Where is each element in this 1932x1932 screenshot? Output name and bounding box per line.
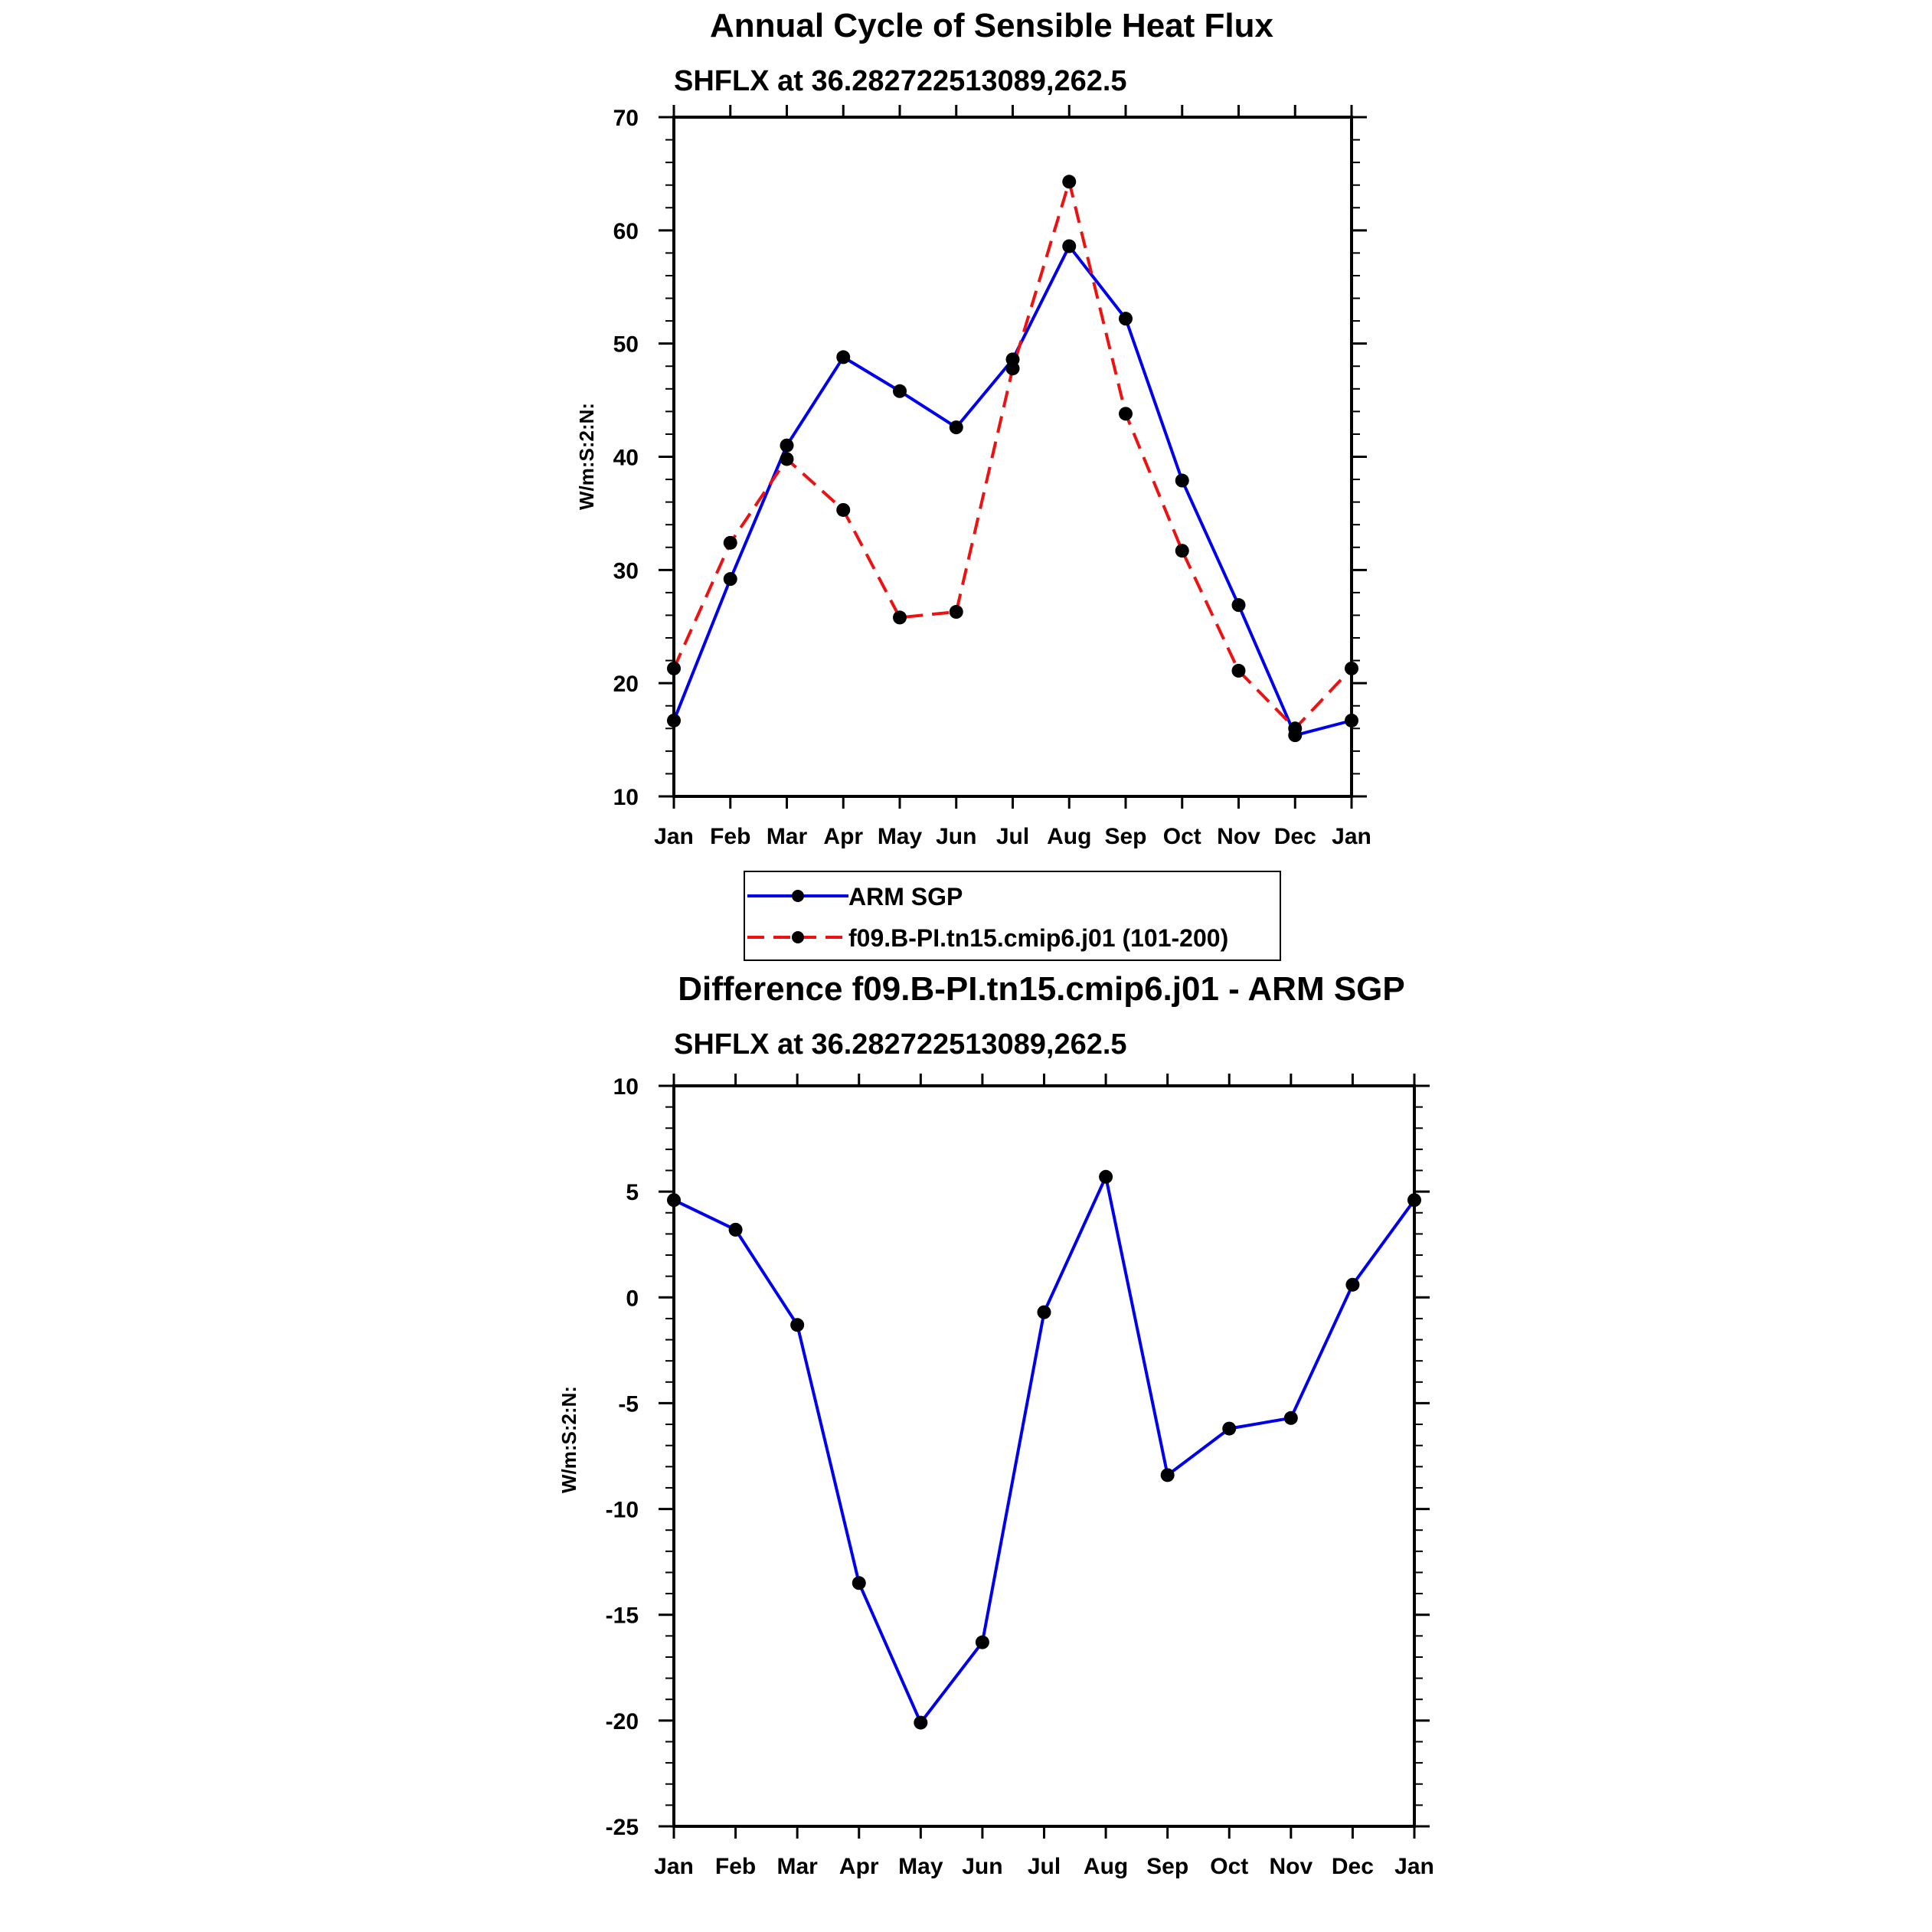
chart2-y-tick-label: 0	[626, 1286, 639, 1311]
chart2-subtitle: SHFLX at 36.282722513089,262.5	[674, 1028, 1127, 1061]
chart1-ticks: Jan Feb Mar Apr May Jun Jul Aug Sep Oct Nov Dec Jan 1…	[613, 105, 1371, 849]
chart1-x-tick-label: Mar	[767, 824, 808, 849]
chart1-x-tick-label: Jul	[996, 824, 1029, 849]
chart2-x-tick-label: Sep	[1146, 1854, 1188, 1879]
chart2-series-1-point	[914, 1715, 928, 1730]
legend-arm-sgp-marker	[792, 890, 804, 902]
chart2-x-tick-label: Dec	[1332, 1854, 1374, 1879]
chart1-series-1-point	[949, 420, 963, 435]
chart1-series-2-point	[1005, 361, 1020, 376]
legend-model-marker	[792, 931, 804, 943]
chart1-series-2-point	[1288, 721, 1303, 736]
chart1-series-2-point	[723, 535, 737, 550]
legend-arm-sgp-label: ARM SGP	[848, 883, 963, 910]
chart2-y-tick-label: -10	[606, 1498, 639, 1523]
chart2-x-tick-label: Aug	[1084, 1854, 1128, 1879]
chart1-x-tick-label: Aug	[1047, 824, 1091, 849]
chart1-series-2-point	[1175, 544, 1189, 558]
chart2-x-tick-label: Nov	[1269, 1854, 1313, 1879]
chart1-plot-frame	[672, 116, 1353, 798]
chart2-x-tick-label: Apr	[839, 1854, 879, 1879]
chart2-y-tick-label: 5	[626, 1180, 639, 1205]
chart1-series-2-point	[836, 502, 851, 517]
chart2-series-1-point	[1283, 1411, 1298, 1425]
chart1-y-tick-label: 10	[613, 785, 639, 810]
legend-model-label: f09.B-PI.tn15.cmip6.j01 (101-200)	[848, 924, 1228, 952]
chart1-y-tick-label: 70	[613, 106, 639, 131]
chart2-series-1-point	[975, 1635, 989, 1649]
chart1-x-tick-label: Jan	[654, 824, 694, 849]
chart1-series-group	[667, 175, 1358, 743]
chart1-x-tick-label: May	[878, 824, 923, 849]
chart2-x-tick-label: Feb	[715, 1854, 756, 1879]
chart2-y-tick-label: -15	[606, 1603, 639, 1629]
chart2-x-tick-label: Jun	[962, 1854, 1002, 1879]
chart1-series-1-point	[1175, 473, 1189, 488]
chart2-series-1-point	[1099, 1169, 1113, 1184]
chart1-y-axis-label: W/m:S:2:N:	[575, 403, 598, 510]
chart2-series-1-point	[1037, 1305, 1051, 1319]
chart1-series-2-point	[1062, 175, 1077, 189]
chart1-y-tick-label: 30	[613, 558, 639, 584]
chart2-series-1-point	[790, 1318, 805, 1332]
chart1-y-tick-label: 50	[613, 332, 639, 358]
chart-annual-cycle: Annual Cycle of Sensible Heat Flux SHFLX…	[575, 7, 1371, 961]
chart-difference: Difference f09.B-PI.tn15.cmip6.j01 - ARM…	[557, 970, 1434, 1879]
chart1-subtitle: SHFLX at 36.282722513089,262.5	[674, 65, 1127, 97]
chart2-series-1-point	[1160, 1468, 1175, 1483]
chart1-series-2-point	[949, 605, 963, 619]
chart2-y-tick-label: 10	[613, 1074, 639, 1100]
chart1-series-1-point	[723, 572, 737, 587]
chart1-x-tick-label: Apr	[823, 824, 863, 849]
chart1-series-line-2	[672, 180, 1353, 731]
chart1-series-1-point	[1231, 598, 1246, 613]
chart1-x-tick-label: Sep	[1104, 824, 1146, 849]
chart1-x-tick-label: Jan	[1332, 824, 1371, 849]
chart1-x-tick-label: Jun	[936, 824, 976, 849]
chart1-y-tick-label: 40	[613, 446, 639, 471]
chart2-series-1-point	[1345, 1277, 1360, 1292]
chart2-y-tick-label: -5	[618, 1391, 639, 1417]
chart2-plot-frame	[672, 1084, 1416, 1828]
chart2-series-1-point	[852, 1576, 866, 1590]
chart1-series-2-point	[893, 610, 907, 625]
chart2-x-tick-label: Jul	[1028, 1854, 1061, 1879]
chart2-series-group	[667, 1169, 1421, 1730]
chart1-title: Annual Cycle of Sensible Heat Flux	[710, 7, 1273, 44]
chart2-x-tick-label: May	[898, 1854, 943, 1879]
chart1-series-line-1	[672, 244, 1352, 737]
chart2-series-1-point	[1222, 1421, 1237, 1436]
chart2-x-tick-label: Jan	[1394, 1854, 1434, 1879]
chart1-series-1-point	[780, 438, 794, 453]
chart2-x-tick-label: Oct	[1210, 1854, 1248, 1879]
chart1-series-2-point	[1119, 407, 1133, 421]
chart1-y-tick-label: 60	[613, 219, 639, 244]
chart2-x-tick-label: Mar	[776, 1854, 818, 1879]
chart2-series-line-1	[673, 1175, 1416, 1724]
chart1-series-2-point	[1231, 663, 1246, 678]
chart2-ticks: Jan Feb Mar Apr May Jun Jul Aug Sep Oct Nov Dec Jan-…	[606, 1074, 1434, 1879]
chart1-series-1-point	[836, 350, 851, 364]
chart1-x-tick-label: Nov	[1217, 824, 1260, 849]
legend-box	[744, 871, 1281, 961]
chart2-series-1-point	[728, 1222, 743, 1237]
chart2-y-tick-label: -20	[606, 1709, 639, 1734]
chart1-series-2-point	[780, 452, 794, 466]
chart1-series-1-point	[893, 384, 907, 398]
chart2-y-axis-label: W/m:S:2:N:	[557, 1386, 580, 1493]
chart1-legend: ARM SGP f09.B-PI.tn15.cmip6.j01 (101-200…	[744, 871, 1281, 961]
chart2-title: Difference f09.B-PI.tn15.cmip6.j01 - ARM…	[678, 970, 1405, 1008]
chart2-x-tick-label: Jan	[654, 1854, 694, 1879]
chart1-x-tick-label: Dec	[1274, 824, 1316, 849]
chart1-x-tick-label: Oct	[1163, 824, 1201, 849]
chart1-series-1-point	[1119, 312, 1133, 326]
chart2-y-tick-label: -25	[606, 1815, 639, 1840]
chart1-x-tick-label: Feb	[710, 824, 750, 849]
chart1-y-tick-label: 20	[613, 672, 639, 697]
chart1-series-1-point	[1062, 239, 1077, 253]
